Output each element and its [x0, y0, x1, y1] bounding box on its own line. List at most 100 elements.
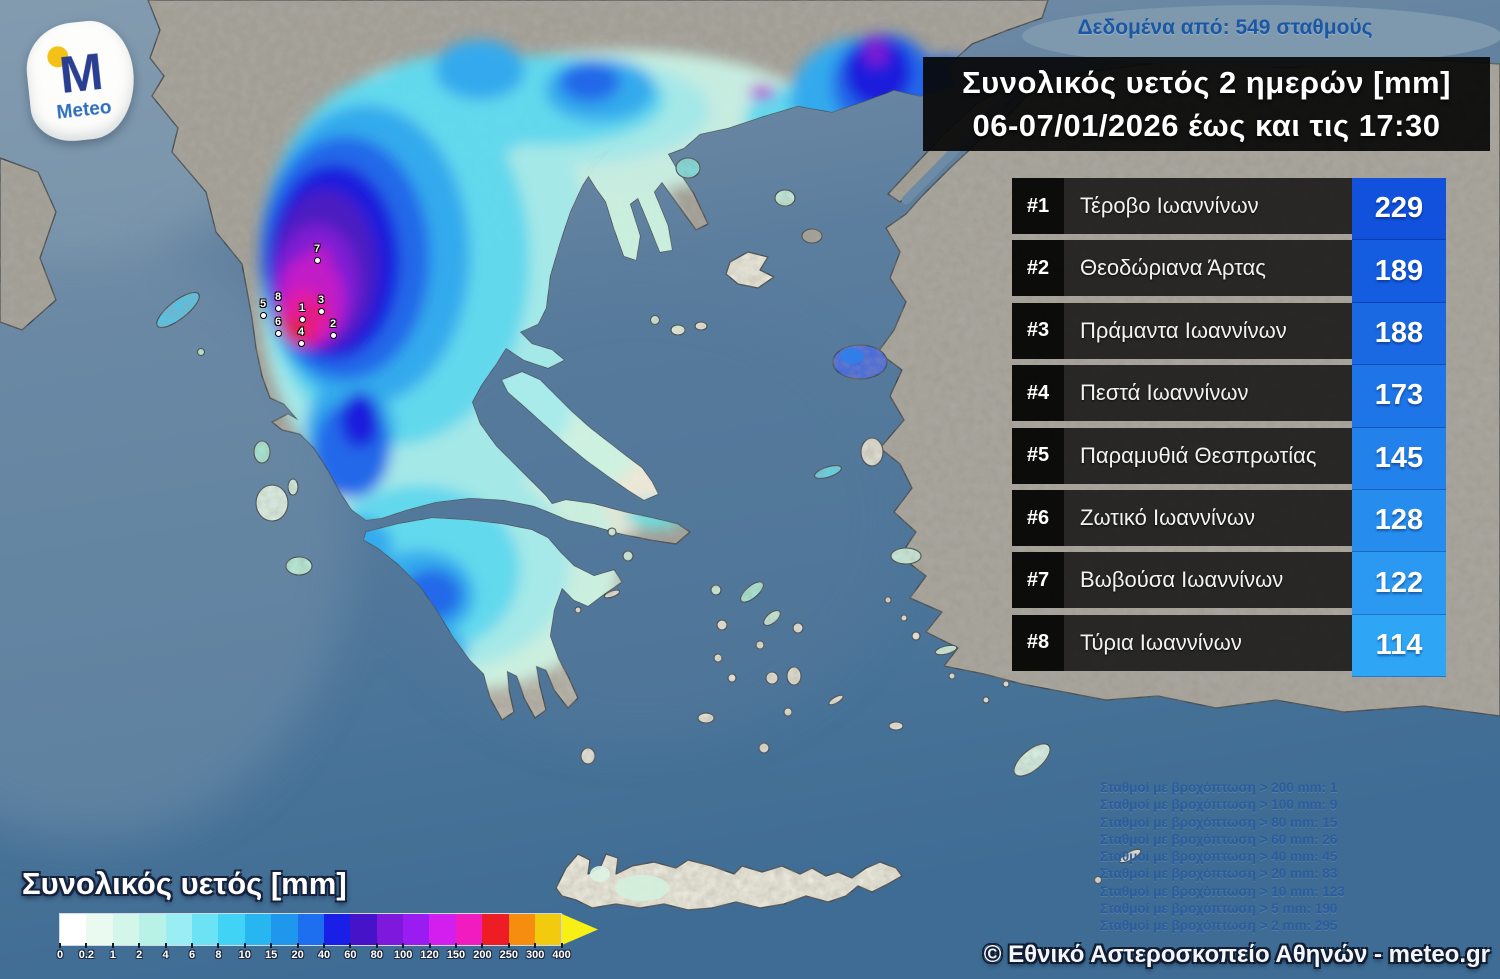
threshold-stat-line: Σταθμοί με βροχόπτωση > 2 mm: 295: [1100, 918, 1338, 934]
station-row: #6 Ζωτικό Ιωαννίνων: [1012, 490, 1364, 546]
station-rank: #2: [1012, 240, 1064, 297]
station-rank: #5: [1012, 427, 1064, 484]
scale-tick-label: 15: [265, 949, 278, 961]
color-scale-segment: [271, 914, 298, 945]
station-precip-value: 114: [1352, 614, 1446, 678]
scale-tick-label: 250: [499, 949, 518, 961]
scale-tick-label: 40: [317, 949, 331, 961]
station-rank: #8: [1012, 614, 1064, 671]
top-stations-value-column: 229 189 188 173 145 128 122 114: [1352, 178, 1446, 678]
scale-tick-label: 2: [136, 949, 143, 961]
scale-tick: [243, 943, 246, 948]
scale-tick: [217, 943, 220, 948]
station-name: Πεστά Ιωαννίνων: [1064, 365, 1364, 422]
color-scale-segment: [535, 914, 562, 945]
scale-tick: [375, 943, 378, 948]
station-name: Θεοδώριανα Άρτας: [1064, 240, 1364, 297]
scale-tick-label: 120: [420, 949, 439, 961]
scale-tick-label: 4: [162, 949, 169, 961]
station-rank: #6: [1012, 490, 1064, 546]
station-row: #2 Θεοδώριανα Άρτας: [1012, 240, 1364, 297]
station-precip-value: 188: [1352, 302, 1446, 366]
scale-tick-label: 0.2: [78, 949, 95, 961]
station-row: #7 Βωβούσα Ιωαννίνων: [1012, 552, 1364, 609]
station-precip-value: 173: [1352, 365, 1446, 428]
station-name: Τύρια Ιωαννίνων: [1064, 614, 1364, 671]
scale-tick: [138, 943, 141, 948]
precipitation-color-scale: [60, 914, 562, 945]
scale-tick-label: 0: [56, 949, 64, 961]
station-name: Παραμυθιά Θεσπρωτίας: [1064, 427, 1364, 484]
color-scale-segment: [429, 914, 456, 945]
scale-tick-label: 300: [526, 949, 545, 961]
scale-tick-label: 150: [446, 949, 466, 961]
map-title-line1: Συνολικός υετός 2 ημερών [mm]: [962, 65, 1451, 100]
station-name: Ζωτικό Ιωαννίνων: [1064, 490, 1364, 546]
scale-tick: [296, 943, 299, 948]
station-name: Πράμαντα Ιωαννίνων: [1064, 302, 1364, 359]
station-precip-value: 128: [1352, 489, 1446, 553]
color-scale-segment: [60, 914, 87, 945]
scale-tick: [560, 943, 563, 948]
station-precip-value: 122: [1352, 552, 1446, 615]
color-scale-segment: [323, 914, 351, 945]
scale-tick: [349, 943, 352, 948]
scale-tick-label: 100: [394, 949, 413, 961]
scale-tick: [323, 943, 325, 948]
station-precip-value: 145: [1352, 427, 1446, 490]
scale-tick: [59, 943, 61, 948]
color-scale-segment: [482, 914, 509, 945]
color-scale-segment: [191, 914, 219, 945]
station-row: #1 Τέροβο Ιωαννίνων: [1012, 178, 1364, 234]
color-scale-segment: [350, 914, 377, 945]
scale-tick-label: 6: [188, 949, 196, 961]
scale-tick-label: 400: [552, 949, 571, 961]
station-rank: #4: [1012, 365, 1064, 422]
scale-tick-label: 8: [215, 949, 222, 961]
threshold-stat-line: Σταθμοί με βροχόπτωση > 100 mm: 9: [1100, 797, 1338, 813]
color-scale-segment: [86, 914, 113, 945]
scale-tick: [428, 943, 431, 948]
threshold-stat-line: Σταθμοί με βροχόπτωση > 60 mm: 26: [1100, 831, 1338, 847]
scale-tick: [402, 943, 405, 948]
color-scale-segment: [403, 914, 430, 945]
scale-tick: [455, 943, 457, 948]
scale-tick: [85, 943, 88, 948]
threshold-stat-line: Σταθμοί με βροχόπτωση > 80 mm: 15: [1100, 814, 1338, 830]
color-scale-segment: [376, 914, 404, 945]
map-title-line2: 06-07/01/2026 έως και τις 17:30: [972, 108, 1441, 143]
station-name: Βωβούσα Ιωαννίνων: [1064, 552, 1364, 609]
color-scale-segment: [165, 914, 192, 945]
scale-tick-label: 60: [344, 949, 357, 961]
legend-title: Συνολικός υετός [mm]: [22, 866, 347, 901]
color-scale-segment: [139, 914, 166, 945]
station-rank: #3: [1012, 302, 1064, 359]
scale-tick-label: 20: [291, 949, 304, 961]
station-rank: #1: [1012, 178, 1064, 234]
threshold-stat-line: Σταθμοί με βροχόπτωση > 20 mm: 83: [1100, 866, 1338, 882]
data-source-note: Δεδομένα από: 549 σταθμούς: [1077, 16, 1373, 39]
scale-tick: [111, 943, 114, 948]
station-row: #3 Πράμαντα Ιωαννίνων: [1012, 302, 1364, 359]
station-row: #4 Πεστά Ιωαννίνων: [1012, 365, 1364, 422]
threshold-stat-line: Σταθμοί με βροχόπτωση > 200 mm: 1: [1100, 780, 1338, 795]
scale-tick: [507, 943, 510, 948]
scale-tick-label: 200: [473, 949, 492, 961]
threshold-stat-line: Σταθμοί με βροχόπτωση > 40 mm: 45: [1100, 849, 1338, 865]
scale-tick-label: 10: [238, 949, 251, 961]
station-threshold-stats: Σταθμοί με βροχόπτωση > 200 mm: 1 Σταθμοί…: [1100, 779, 1460, 935]
station-name: Τέροβο Ιωαννίνων: [1064, 178, 1364, 234]
station-row: #5 Παραμυθιά Θεσπρωτίας: [1012, 427, 1364, 484]
station-rank: #7: [1012, 552, 1064, 609]
color-scale-segment: [455, 914, 483, 945]
station-row: #8 Τύρια Ιωαννίνων: [1012, 614, 1364, 671]
station-precip-value: 189: [1352, 240, 1446, 303]
color-scale-segment: [112, 914, 140, 945]
color-scale-segment: [297, 914, 324, 945]
scale-tick: [191, 943, 193, 948]
threshold-stat-line: Σταθμοί με βροχόπτωση > 5 mm: 190: [1100, 901, 1338, 917]
map-title-banner: Συνολικός υετός 2 ημερών [mm] 06-07/01/2…: [923, 57, 1490, 151]
scale-tick: [164, 943, 167, 948]
